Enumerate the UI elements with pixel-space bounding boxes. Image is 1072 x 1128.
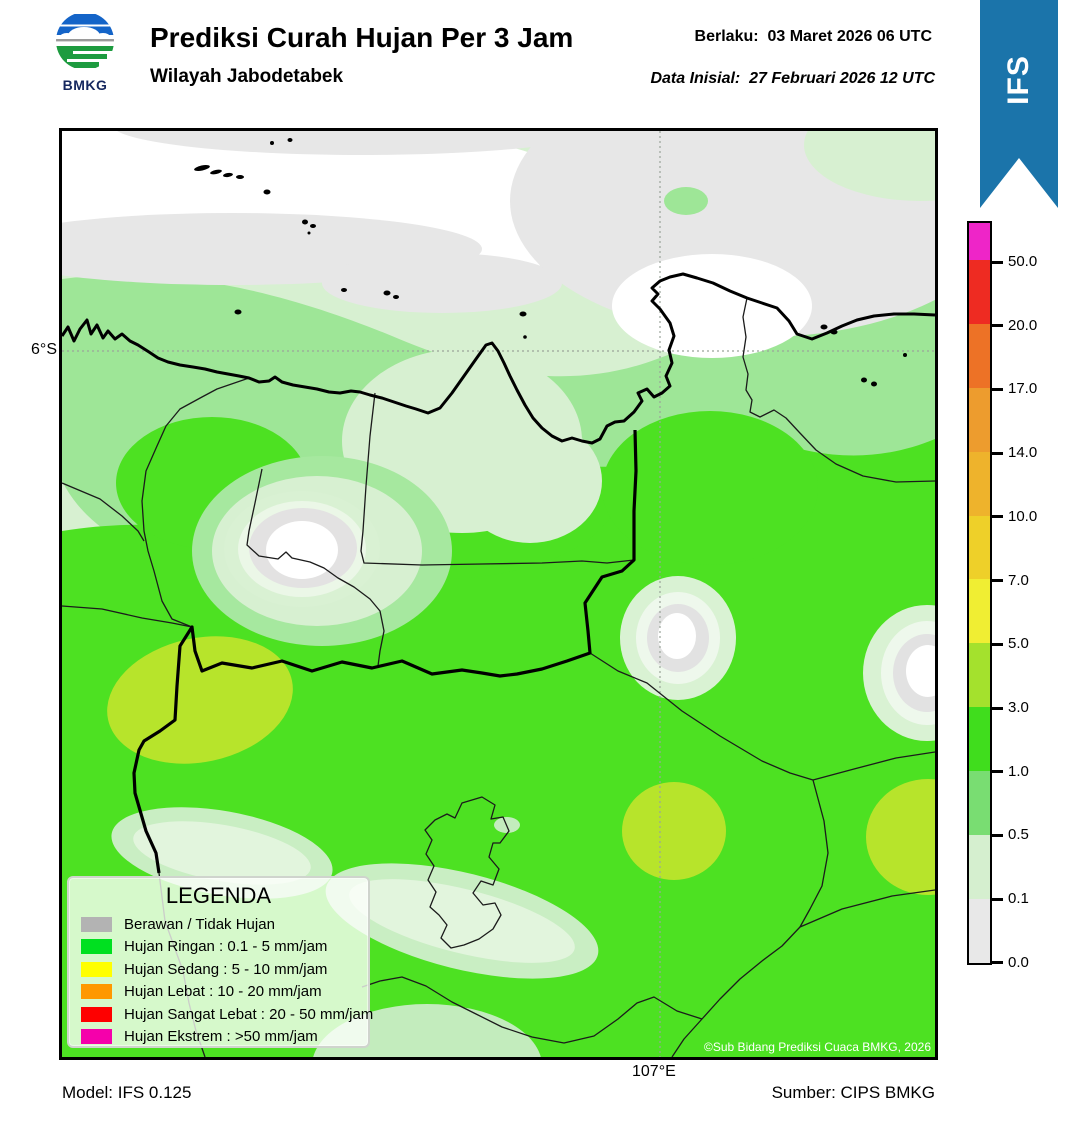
colorbar-tick xyxy=(992,770,1003,774)
colorbar-segment xyxy=(969,707,990,772)
colorbar-tick xyxy=(992,897,1003,901)
colorbar-tick-label: 17.0 xyxy=(1008,380,1038,398)
legend-rows: Berawan / Tidak Hujan Hujan Ringan : 0.1 … xyxy=(69,913,373,1049)
colorbar-tick-label: 3.0 xyxy=(1008,699,1029,717)
valid-time-text: Berlaku: 03 Maret 2026 06 UTC xyxy=(694,28,932,45)
colorbar-segment xyxy=(969,260,990,324)
legend-item: Hujan Sedang : 5 - 10 mm/jam xyxy=(69,958,368,981)
colorbar-tick-label: 50.0 xyxy=(1008,253,1038,270)
colorbar-tick-label: 10.0 xyxy=(1008,507,1038,525)
page-title: Prediksi Curah Hujan Per 3 Jam xyxy=(150,22,574,53)
legend-item-label: Hujan Lebat : 10 - 20 mm/jam xyxy=(124,983,322,1001)
legend-item: Hujan Lebat : 10 - 20 mm/jam xyxy=(69,981,368,1004)
bmkg-logo-icon xyxy=(56,12,114,70)
islands-group xyxy=(194,138,907,387)
legend-swatch xyxy=(81,1029,112,1045)
clear-spot-west xyxy=(192,456,452,646)
legend-item-label: Hujan Ekstrem : >50 mm/jam xyxy=(124,1028,318,1046)
colorbar-tick-label: 5.0 xyxy=(1008,635,1029,653)
bmkg-logo: BMKG xyxy=(50,10,120,93)
colorbar-tick xyxy=(992,387,1003,391)
init-time-text: Data Inisial: 27 Februari 2026 12 UTC xyxy=(650,70,935,87)
legend-swatch xyxy=(81,916,112,932)
colorbar-tick xyxy=(992,642,1003,646)
colorbar-tick-label: 0.1 xyxy=(1008,890,1029,908)
colorbar-tick-label: 20.0 xyxy=(1008,316,1038,334)
colorbar-tick xyxy=(992,833,1003,837)
legend-item-label: Berawan / Tidak Hujan xyxy=(124,915,275,933)
legend-swatch xyxy=(81,984,112,1000)
clear-spot-east xyxy=(863,605,935,741)
colorbar-tick-label: 1.0 xyxy=(1008,762,1029,780)
legend-item: Hujan Ringan : 0.1 - 5 mm/jam xyxy=(69,936,368,959)
colorbar-segment xyxy=(969,515,990,580)
legend-swatch xyxy=(81,939,112,955)
copyright-text: ©Sub Bidang Prediksi Cuaca BMKG, 2026 xyxy=(704,1040,931,1054)
legend-item: Hujan Ekstrem : >50 mm/jam xyxy=(69,1026,368,1049)
colorbar-tick xyxy=(992,260,1003,264)
colorbar-segment xyxy=(969,771,990,836)
colorbar-segment xyxy=(969,579,990,644)
colorbar-tick-label: 0.5 xyxy=(1008,826,1029,844)
colorbar-segment xyxy=(969,323,990,388)
colorbar: 50.0 20.0 17.0 14.0 10.0 7.0 5.0 3.0 1.0 0.5 0.1 0.… xyxy=(967,221,1067,971)
colorbar-segment xyxy=(969,835,990,899)
colorbar-segment xyxy=(969,451,990,516)
clear-spot-center xyxy=(620,576,736,700)
colorbar-segment xyxy=(969,643,990,708)
colorbar-tick xyxy=(992,324,1003,328)
colorbar-tick-label: 14.0 xyxy=(1008,444,1038,462)
model-ribbon xyxy=(980,0,1058,208)
model-info-text: Model: IFS 0.125 xyxy=(62,1083,192,1102)
colorbar-tick xyxy=(992,515,1003,519)
colorbar-segment xyxy=(969,387,990,452)
page-subtitle: Wilayah Jabodetabek xyxy=(150,66,344,87)
legend-swatch xyxy=(81,1006,112,1022)
bmkg-logo-text: BMKG xyxy=(62,77,108,93)
colorbar-tick xyxy=(992,579,1003,583)
colorbar-segment xyxy=(969,898,990,963)
district-boundaries xyxy=(62,297,935,1057)
province-boundary xyxy=(132,429,638,874)
legend-swatch xyxy=(81,961,112,977)
colorbar-tick xyxy=(992,706,1003,710)
legend-title: LEGENDA xyxy=(165,883,272,908)
colorbar-bar xyxy=(967,221,992,965)
coastline xyxy=(62,272,935,445)
colorbar-tick-label: 7.0 xyxy=(1008,571,1029,589)
colorbar-tick-label: 0.0 xyxy=(1008,953,1029,971)
legend-item-label: Hujan Sedang : 5 - 10 mm/jam xyxy=(124,960,328,978)
legend-item: Berawan / Tidak Hujan xyxy=(69,913,368,936)
legend-item: Hujan Sangat Lebat : 20 - 50 mm/jam xyxy=(69,1003,373,1026)
colorbar-segment xyxy=(969,223,990,260)
colorbar-tick xyxy=(992,451,1003,455)
map-legend: LEGENDA Berawan / Tidak Hujan Hujan Ringa… xyxy=(67,876,373,1049)
legend-item-label: Hujan Sangat Lebat : 20 - 50 mm/jam xyxy=(124,1005,374,1023)
model-badge-text: IFS xyxy=(1001,55,1035,105)
lon-axis-label: 107°E xyxy=(632,1063,676,1080)
legend-item-label: Hujan Ringan : 0.1 - 5 mm/jam xyxy=(124,938,328,956)
model-ribbon-label: IFS xyxy=(980,0,1058,160)
lat-axis-label: 6°S xyxy=(31,341,57,358)
colorbar-tick xyxy=(992,961,1003,965)
source-info-text: Sumber: CIPS BMKG xyxy=(771,1083,935,1102)
